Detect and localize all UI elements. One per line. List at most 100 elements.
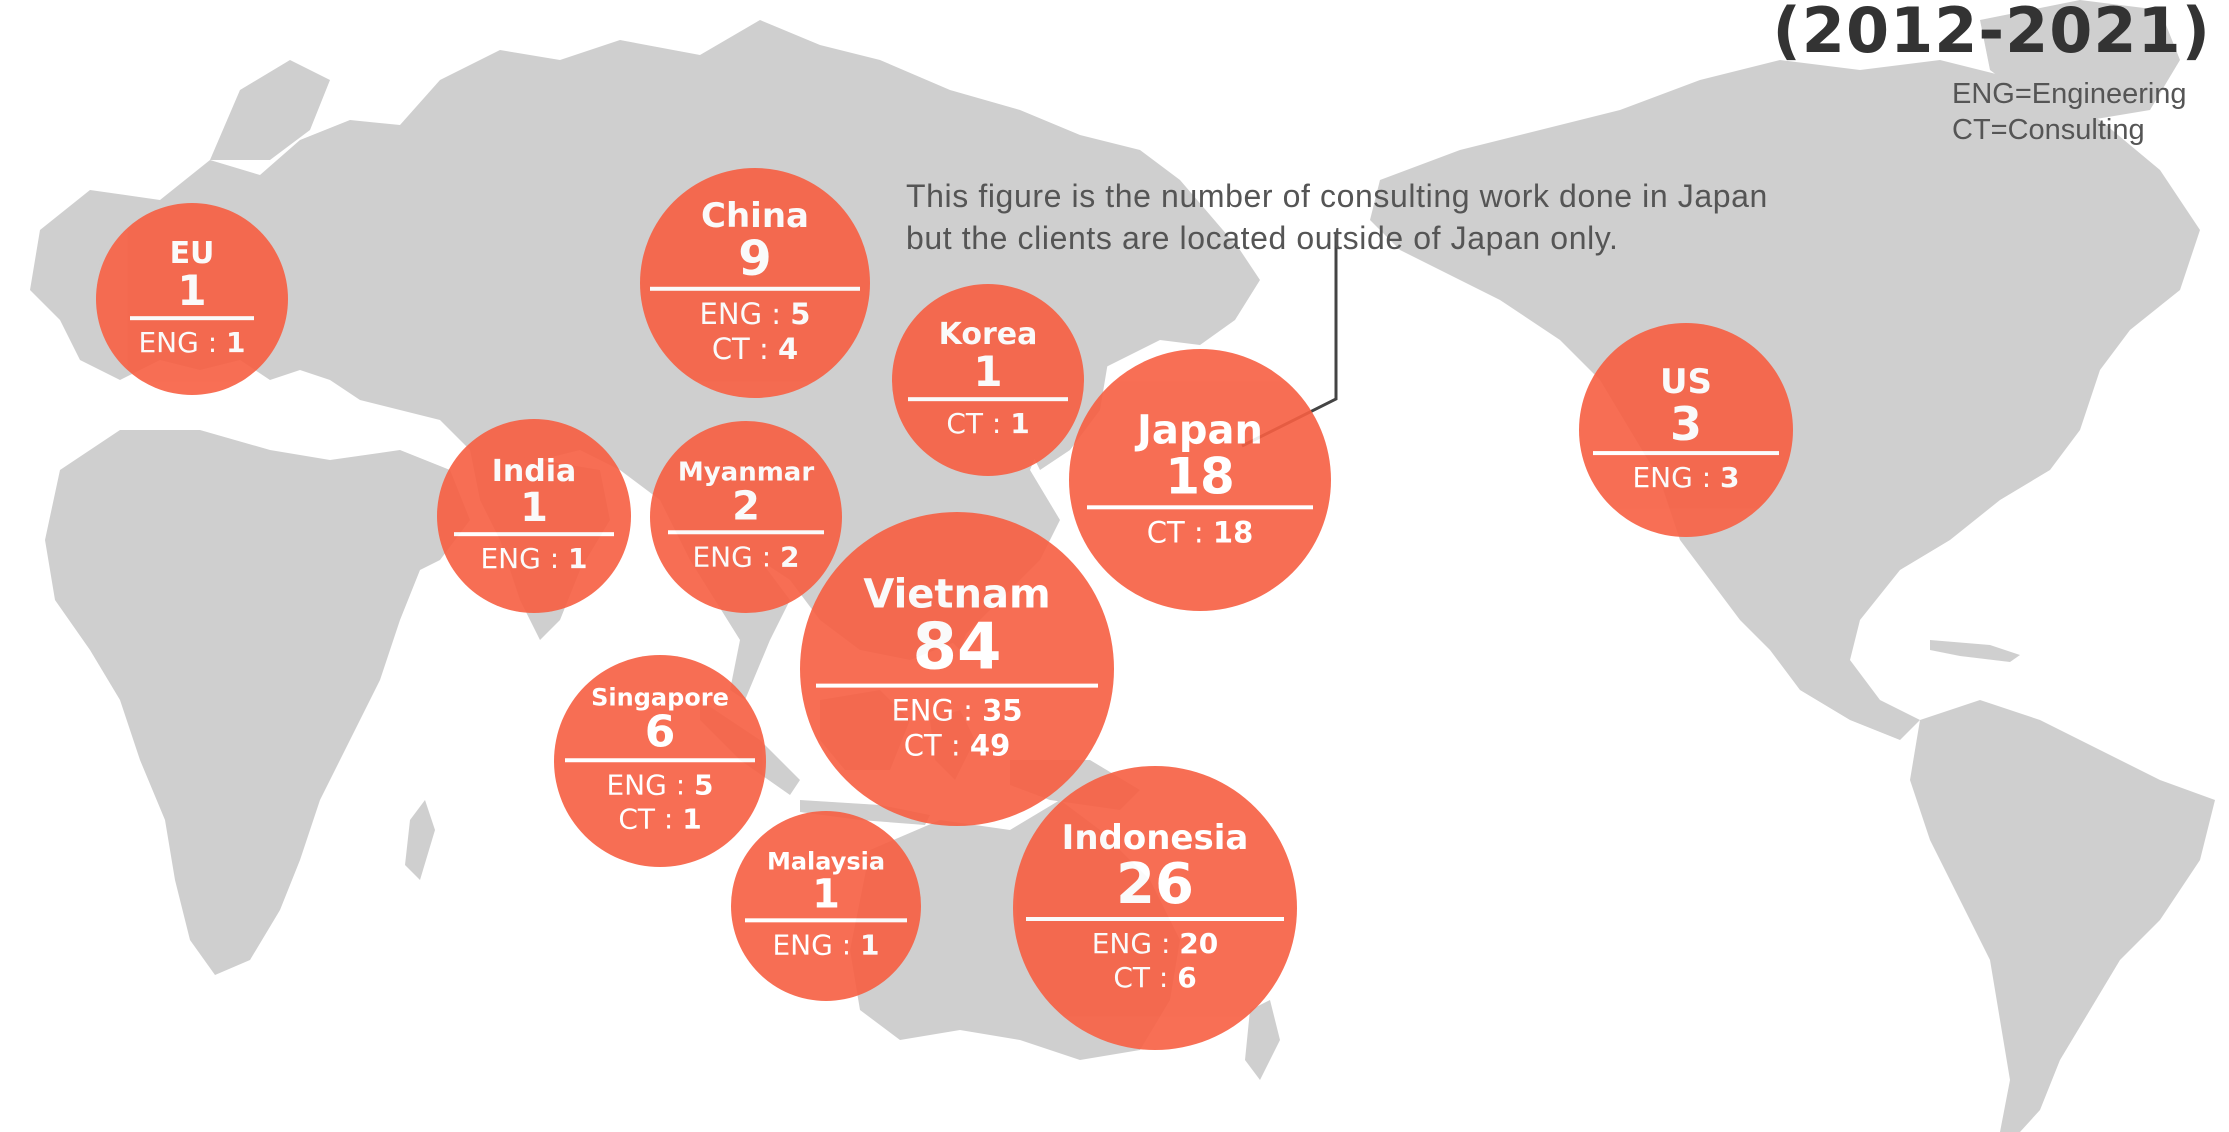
breakdown-label: CT : [711, 331, 778, 366]
note-line-2: but the clients are located outside of J… [906, 220, 1619, 256]
region-total: 1 [812, 871, 840, 918]
bubble-malaysia: Malaysia 1 ENG : 1 [731, 811, 921, 1001]
breakdown-label: CT : [903, 729, 970, 763]
breakdown-line: ENG : 35 [891, 694, 1022, 729]
breakdown-value: 18 [1212, 515, 1254, 550]
bubble-korea: Korea 1 CT : 1 [892, 284, 1084, 476]
breakdown-value: 3 [1720, 460, 1740, 494]
breakdown-label: ENG : [891, 693, 983, 728]
region-total: 6 [644, 706, 676, 758]
divider [650, 286, 860, 291]
region-total: 1 [520, 484, 548, 531]
breakdown-label: CT : [618, 802, 683, 836]
breakdown-line: CT : 49 [904, 729, 1011, 764]
region-total: 84 [912, 610, 1002, 685]
breakdown-label: ENG : [138, 325, 227, 359]
breakdown-value: 1 [226, 325, 246, 359]
breakdown-label: ENG : [480, 541, 569, 575]
divider [565, 758, 755, 763]
period-title: (2012-2021) [1772, 0, 2211, 67]
scandinavia-landmass [210, 60, 330, 160]
legend: ENG=Engineering CT=Consulting [1952, 76, 2187, 148]
bubble-japan: Japan 18 CT : 18 [1069, 349, 1331, 611]
region-total: 26 [1116, 851, 1194, 917]
region-total: 1 [177, 265, 207, 315]
bubble-myanmar: Myanmar 2 ENG : 2 [650, 421, 842, 613]
caribbean-landmass [1930, 640, 2020, 662]
region-total: 9 [738, 230, 772, 287]
bubble-indonesia: Indonesia 26 ENG : 20 CT : 6 [1013, 766, 1297, 1050]
region-total: 1 [973, 346, 1003, 396]
british-isles-landmass [60, 250, 100, 310]
region-name: US [1659, 362, 1713, 403]
breakdown-label: ENG : [606, 768, 695, 802]
region-total: 2 [732, 483, 760, 530]
breakdown-value: 1 [1010, 406, 1030, 440]
bubble-eu: EU 1 ENG : 1 [96, 203, 288, 395]
region-name: Myanmar [677, 457, 815, 488]
region-name: China [701, 195, 809, 236]
breakdown-value: 5 [694, 768, 714, 802]
breakdown-value: 2 [780, 540, 800, 574]
breakdown-line: CT : 1 [946, 407, 1029, 441]
java-landmass [800, 800, 930, 825]
divider [816, 683, 1098, 688]
divider [668, 530, 824, 535]
divider [1026, 916, 1284, 921]
bubble-china: China 9 ENG : 5 CT : 4 [640, 168, 870, 398]
breakdown-line: ENG : 1 [480, 542, 587, 576]
breakdown-line: CT : 4 [712, 332, 798, 367]
breakdown-line: ENG : 5 [700, 296, 811, 331]
breakdown-line: ENG : 1 [772, 929, 879, 963]
breakdown-line: ENG : 1 [138, 326, 245, 360]
breakdown-label: CT : [1113, 960, 1178, 994]
breakdown-value: 20 [1179, 926, 1219, 960]
breakdown-label: CT : [946, 406, 1011, 440]
breakdown-value: 35 [982, 693, 1023, 728]
region-total: 18 [1165, 447, 1235, 506]
breakdown-line: ENG : 20 [1092, 927, 1219, 961]
new-zealand-landmass [1245, 1000, 1280, 1080]
legend-eng: ENG=Engineering [1952, 78, 2187, 110]
breakdown-value: 1 [568, 541, 588, 575]
breakdown-value: 1 [860, 928, 880, 962]
region-name: India [491, 454, 577, 490]
breakdown-value: 49 [969, 729, 1011, 763]
region-name: EU [169, 236, 215, 272]
breakdown-line: CT : 18 [1147, 515, 1254, 550]
breakdown-label: ENG : [699, 296, 791, 331]
region-name: Korea [938, 317, 1038, 353]
breakdown-line: ENG : 3 [1632, 461, 1739, 495]
eurasia-landmass [30, 20, 1260, 660]
region-name: Malaysia [766, 847, 886, 876]
south-america-landmass [1910, 700, 2215, 1132]
bubble-india: India 1 ENG : 1 [437, 419, 631, 613]
legend-ct: CT=Consulting [1952, 114, 2145, 146]
divider [130, 315, 254, 320]
divider [1593, 450, 1779, 455]
greenland-landmass [1980, 0, 2180, 120]
divider [908, 396, 1068, 401]
breakdown-label: CT : [1146, 515, 1213, 550]
divider [454, 531, 614, 536]
bubble-us: US 3 ENG : 3 [1579, 323, 1793, 537]
region-name: Singapore [591, 683, 729, 712]
breakdown-value: 1 [682, 802, 702, 836]
africa-landmass [45, 430, 420, 975]
breakdown-line: ENG : 2 [692, 541, 799, 575]
region-name: Indonesia [1061, 818, 1249, 858]
bubble-vietnam: Vietnam 84 ENG : 35 CT : 49 [800, 512, 1114, 826]
note-line-1: This figure is the number of consulting … [906, 178, 1768, 214]
madagascar-landmass [405, 800, 435, 880]
region-name: Japan [1137, 407, 1263, 454]
breakdown-line: ENG : 5 [606, 768, 713, 802]
breakdown-label: ENG : [1091, 926, 1180, 960]
bubble-singapore: Singapore 6 ENG : 5 CT : 1 [554, 655, 766, 867]
breakdown-value: 5 [790, 296, 811, 331]
figure-note: This figure is the number of consulting … [906, 175, 1768, 259]
divider [1087, 505, 1313, 510]
breakdown-label: ENG : [692, 540, 781, 574]
breakdown-label: ENG : [1632, 460, 1721, 494]
breakdown-value: 6 [1177, 960, 1197, 994]
